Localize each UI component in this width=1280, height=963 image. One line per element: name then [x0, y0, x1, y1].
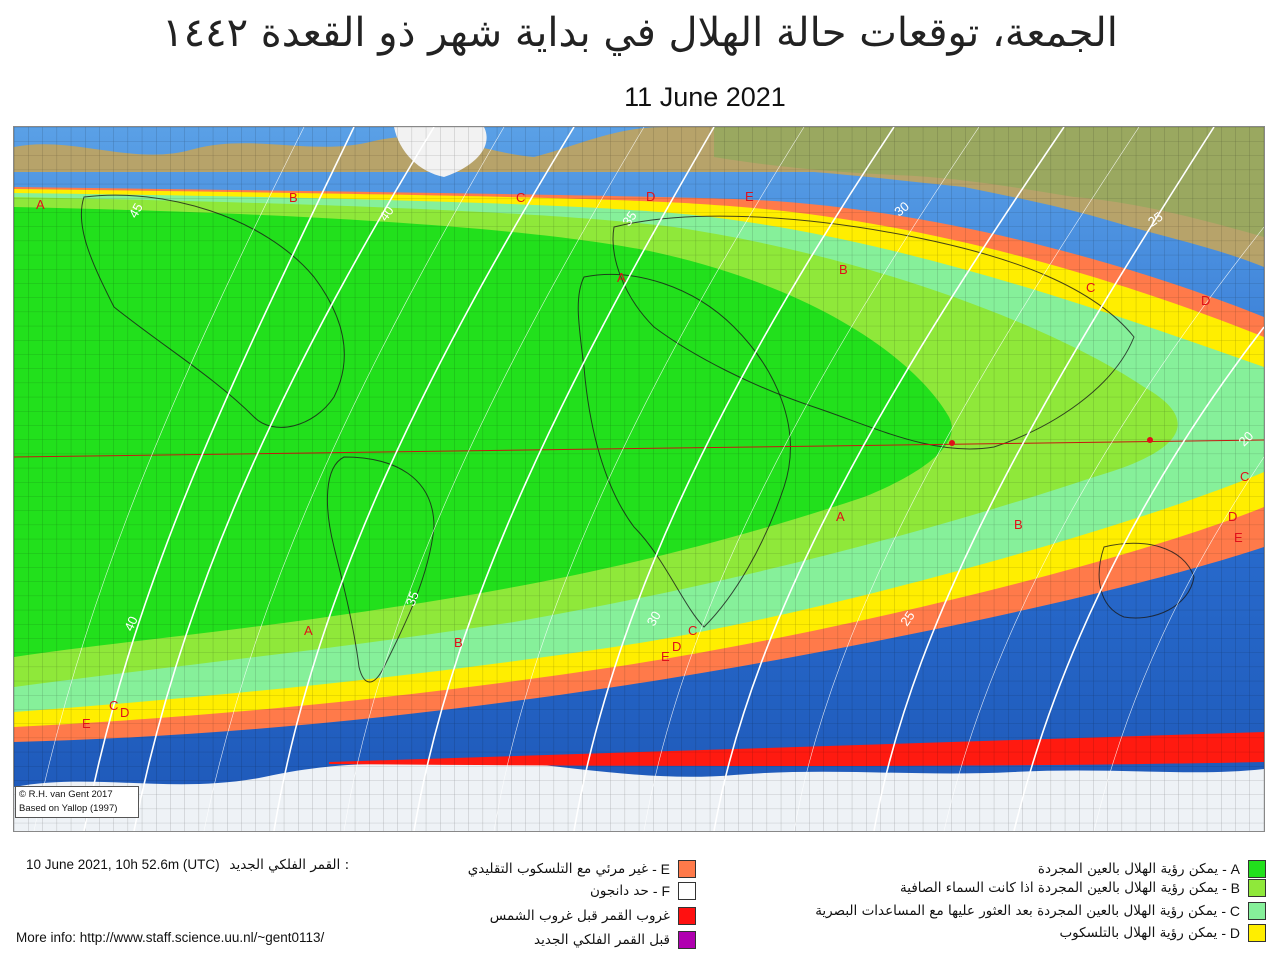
legend-label-moonset: غروب القمر قبل غروب الشمس [489, 908, 670, 924]
contour-label: 45 [126, 200, 146, 220]
zone-letter-e: E [745, 189, 754, 204]
contour-label: 25 [1145, 209, 1165, 230]
legend-item-moonset: غروب القمر قبل غروب الشمس [490, 905, 696, 927]
legend-swatch-d [1248, 924, 1266, 942]
legend-code-c: C - [1221, 903, 1240, 919]
legend-label-b: يمكن رؤية الهلال بالعين المجردة اذا كانت… [900, 880, 1219, 896]
zone-letter-c: C [688, 623, 697, 638]
map-credit-box: © R.H. van Gent 2017 Based on Yallop (19… [15, 786, 139, 818]
contour-label-group: 45 40 40 35 35 30 30 25 25 20 [121, 199, 1256, 634]
legend-item-before-new-moon: قبل القمر الفلكي الجديد [534, 929, 696, 951]
contour-label: 35 [619, 208, 640, 228]
contour-label: 35 [403, 589, 422, 608]
zone-letter-a: A [304, 623, 313, 638]
contour-label: 40 [121, 614, 141, 633]
contour-lines-minor [33, 127, 1264, 831]
zone-letter-e: E [82, 716, 91, 731]
new-moon-label: القمر الفلكي الجديد : [229, 857, 350, 873]
world-map-svg: 45 40 40 35 35 30 30 25 25 20 A B C D E … [14, 127, 1264, 831]
visibility-map: 45 40 40 35 35 30 30 25 25 20 A B C D E … [13, 126, 1265, 832]
zone-letter-d: D [120, 705, 129, 720]
zone-letter-c: C [516, 190, 525, 205]
legend-label-a: يمكن رؤية الهلال بالعين المجردة [1037, 861, 1219, 877]
page-date: 11 June 2021 [624, 82, 786, 112]
more-info-link[interactable]: More info: http://www.staff.science.uu.n… [16, 930, 325, 945]
zone-letter-b: B [1014, 517, 1023, 532]
new-moon-time: 10 June 2021, 10h 52.6m (UTC) [26, 857, 220, 872]
zone-letter-c: C [1240, 469, 1249, 484]
legend-item-e: E - غير مرئي مع التلسكوب التقليدي [468, 858, 696, 880]
zone-letter-d: D [672, 639, 681, 654]
legend-item-c: C - يمكن رؤية الهلال بالعين المجردة بعد … [815, 900, 1266, 922]
legend-swatch-c [1248, 902, 1266, 920]
zone-letter-c: C [1086, 280, 1095, 295]
conjunction-point-b [1147, 437, 1153, 443]
page-title-arabic: الجمعة، توقعات حالة الهلال في بداية شهر … [162, 10, 1118, 56]
legend-swatch-e [678, 860, 696, 878]
zone-letter-e: E [1234, 530, 1243, 545]
zone-letter-a: A [36, 197, 45, 212]
legend-code-e: E - [652, 861, 670, 877]
legend-item-d: D - يمكن رؤية الهلال بالتلسكوب [1059, 922, 1266, 944]
zone-letter-b: B [289, 190, 298, 205]
zone-letter-c: C [109, 698, 118, 713]
conjunction-point-a [949, 440, 955, 446]
legend-label-d: يمكن رؤية الهلال بالتلسكوب [1059, 925, 1218, 941]
contour-label: 30 [644, 608, 664, 628]
zone-letter-d: D [1201, 293, 1210, 308]
legend-label-c: يمكن رؤية الهلال بالعين المجردة بعد العث… [815, 903, 1218, 919]
zone-letter-b: B [839, 262, 848, 277]
credit-source: Based on Yallop (1997) [19, 803, 118, 814]
legend-swatch-moonset [678, 907, 696, 925]
conjunction-line [14, 439, 1264, 458]
legend-code-a: A - [1222, 861, 1240, 877]
zone-letter-group: A B C D E A B C D A B C D E A B C D E C … [36, 189, 1249, 731]
legend-item-a: A - يمكن رؤية الهلال بالعين المجردة [1038, 858, 1266, 880]
legend-swatch-f [678, 882, 696, 900]
legend-code-f: F - [652, 883, 670, 899]
contour-label: 25 [897, 608, 918, 628]
legend-swatch-a [1248, 860, 1266, 878]
legend-code-b: B - [1222, 880, 1240, 896]
legend-item-b: B - يمكن رؤية الهلال بالعين المجردة اذا … [900, 877, 1266, 899]
legend-swatch-b [1248, 879, 1266, 897]
legend-swatch-before-new-moon [678, 931, 696, 949]
contour-lines [83, 127, 1264, 831]
zone-letter-d: D [1228, 509, 1237, 524]
legend-label-f: حد دانجون [590, 883, 649, 899]
legend-label-e: غير مرئي مع التلسكوب التقليدي [467, 861, 649, 877]
zone-letter-a: A [836, 509, 845, 524]
legend-label-before-new-moon: قبل القمر الفلكي الجديد [534, 932, 670, 948]
zone-letter-d: D [646, 189, 655, 204]
zone-letter-b: B [454, 635, 463, 650]
credit-author: © R.H. van Gent 2017 [19, 789, 113, 800]
new-moon-info: 10 June 2021, 10h 52.6m (UTC) القمر الفل… [26, 857, 349, 873]
contour-label: 40 [376, 203, 397, 223]
legend-code-d: D - [1221, 925, 1240, 941]
zone-letter-a: A [617, 270, 626, 285]
legend-item-f: F - حد دانجون [590, 880, 696, 902]
graticule-grid [14, 127, 1264, 831]
zone-letter-e: E [661, 649, 670, 664]
